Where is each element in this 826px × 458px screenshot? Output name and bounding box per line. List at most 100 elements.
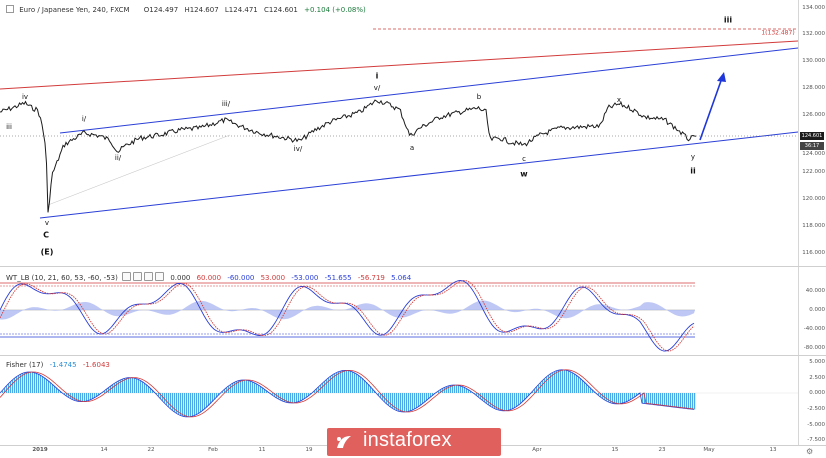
fisher-bar [170, 393, 172, 409]
fisher-bar [116, 382, 118, 393]
fisher-bar [124, 378, 126, 393]
wt-value: -56.719 [357, 274, 385, 282]
arrow-head-icon [717, 72, 726, 82]
eye-icon[interactable] [122, 272, 132, 281]
fisher-bar [660, 393, 662, 406]
fisher-bar [256, 383, 258, 393]
fisher-bar [342, 370, 344, 393]
wave-label-iii-left: iii [6, 123, 12, 131]
price-pane[interactable]: iv iii i/ iii/ ii/ iv/ v/ i a b c x w y … [0, 0, 798, 266]
fisher-bar [592, 389, 594, 393]
fisher-bar [526, 393, 528, 399]
fisher-bar [684, 393, 686, 409]
wave-label-ii-slash: ii/ [114, 154, 122, 162]
fisher-bar [636, 393, 638, 396]
wave-label-x: x [616, 96, 622, 104]
fisher-bar [230, 384, 232, 393]
fisher-bar [10, 382, 12, 393]
fisher-bar [138, 379, 140, 393]
fisher-legend[interactable]: Fisher (17) -1.4745 -1.6043 [6, 361, 110, 369]
fisher-bar [544, 379, 546, 393]
fisher-axis[interactable]: 5.000 2.500 0.000 -2.500 -5.000 -7.500 [798, 356, 826, 445]
fisher-bar [12, 380, 14, 393]
fisher-bar [288, 393, 290, 403]
fisher-trigger-line[interactable] [0, 369, 695, 418]
fisher-bar [84, 393, 86, 402]
fisher-bar [284, 393, 286, 402]
price-candles[interactable] [0, 99, 697, 213]
ohlc-change: +0.104 (+0.08%) [304, 6, 366, 14]
wave-label-ii: ii [690, 166, 696, 176]
ohlc-close: C124.601 [264, 6, 298, 14]
fisher-bar [168, 393, 170, 407]
ohlc-high: H124.607 [184, 6, 219, 14]
wt-fast-line[interactable] [0, 280, 695, 352]
more-icon[interactable] [155, 272, 165, 281]
fisher-bar [416, 393, 418, 409]
fisher-bar [334, 373, 336, 393]
settings-gear-icon[interactable]: ⚙ [806, 447, 814, 456]
fisher-bar [646, 393, 648, 404]
fisher-bar [98, 393, 100, 396]
wt-axis[interactable]: 40.000 0.000 -40.000 -80.000 [798, 267, 826, 355]
fisher-bar [464, 387, 466, 393]
fisher-bar [254, 382, 256, 393]
fisher-bar [570, 371, 572, 393]
fisher-bar [402, 393, 404, 412]
fisher-bar [110, 386, 112, 393]
wave-label-iii-slash: iii/ [221, 100, 231, 108]
fisher-bar [580, 378, 582, 393]
fisher-bar [470, 390, 472, 393]
projection-arrow[interactable] [699, 77, 723, 141]
fisher-bar [30, 371, 32, 393]
fisher-bar [328, 378, 330, 393]
fisher-bar [476, 393, 478, 396]
symbol-name: Euro / Japanese Yen, 240, FXCM [19, 6, 130, 14]
wt-slow-line[interactable] [0, 280, 695, 352]
close-icon[interactable] [144, 272, 154, 281]
fisher-bar [668, 393, 670, 407]
channel-top-line[interactable] [59, 47, 798, 134]
wave-label-v-slash: v/ [373, 84, 381, 92]
upper-red-trendline[interactable] [0, 40, 798, 90]
fisher-bar [654, 393, 656, 405]
fisher-bar [158, 393, 160, 397]
fisher-bar [612, 393, 614, 404]
fisher-bar [552, 372, 554, 393]
fisher-bar [296, 393, 298, 403]
time-axis[interactable]: 2019 14 22 Feb 11 19 Apr 15 23 May 13 [32, 447, 777, 453]
fisher-bar [504, 393, 506, 411]
fisher-bar [446, 386, 448, 393]
wt-legend[interactable]: WT_LB (10, 21, 60, 53, -60, -53) 0.000 6… [6, 272, 411, 282]
fisher-bar [128, 377, 130, 393]
settings-icon[interactable] [133, 272, 143, 281]
fisher-bar [134, 378, 136, 393]
channel-bottom-line[interactable] [39, 131, 798, 219]
fisher-bar [50, 382, 52, 393]
fisher-bar [190, 393, 192, 417]
fisher-bar [306, 393, 308, 398]
fisher-bar [258, 384, 260, 393]
fisher-bar [14, 378, 16, 393]
fisher-bar [564, 369, 566, 393]
fisher-bar [430, 393, 432, 398]
wt-value: 60.000 [196, 274, 222, 282]
collapse-chevron-icon[interactable] [6, 5, 14, 13]
fisher-bar [224, 389, 226, 393]
fisher-bar [542, 380, 544, 393]
fisher-bar [390, 393, 392, 407]
fisher-bar [174, 393, 176, 412]
fisher-bar [240, 380, 242, 393]
fisher-bar [302, 393, 304, 401]
fisher-bar [290, 393, 292, 403]
fisher-bar [408, 393, 410, 412]
wt-indicator-pane[interactable]: WT_LB (10, 21, 60, 53, -60, -53) 0.000 6… [0, 267, 798, 355]
fisher-bar [294, 393, 296, 403]
fisher-bar [666, 393, 668, 407]
fisher-bar [74, 393, 76, 401]
fisher-bar [426, 393, 428, 401]
fisher-bar [372, 388, 374, 393]
symbol-legend[interactable]: Euro / Japanese Yen, 240, FXCM O124.497 … [6, 5, 366, 14]
fisher-bar [474, 393, 476, 394]
fisher-bar [356, 373, 358, 393]
